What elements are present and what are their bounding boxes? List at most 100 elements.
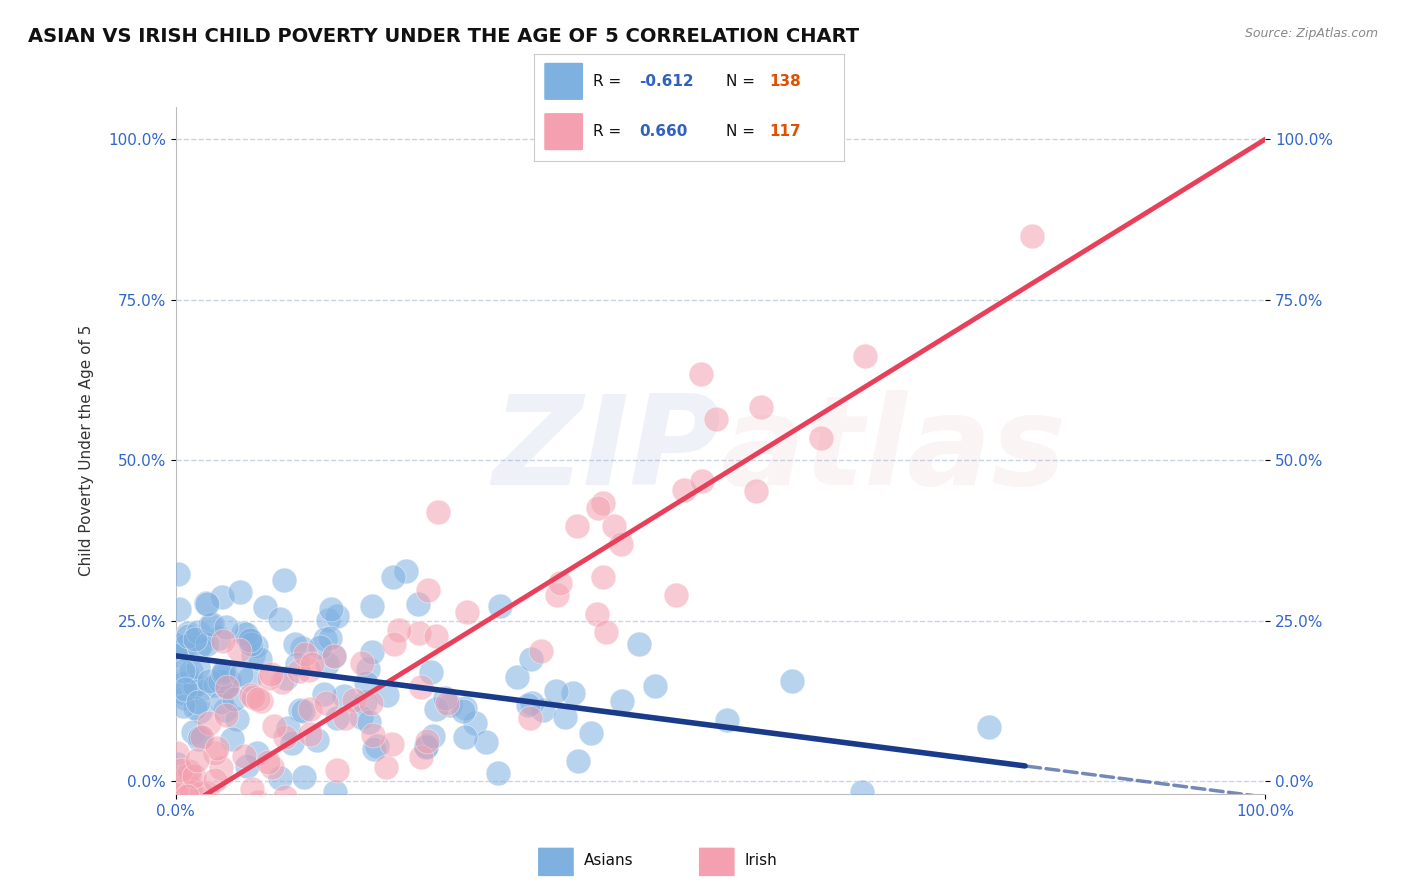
Point — [359, 714, 381, 729]
Point — [690, 474, 713, 488]
Point — [416, 582, 439, 597]
Point — [218, 674, 240, 689]
Point — [550, 575, 572, 590]
Point — [273, 573, 295, 587]
Point — [180, 785, 202, 799]
Point — [240, 782, 263, 797]
Point — [561, 686, 583, 700]
Point — [388, 623, 411, 637]
Point — [229, 667, 252, 681]
Point — [381, 737, 404, 751]
Point — [565, 518, 588, 533]
Point — [704, 411, 727, 425]
Point — [333, 711, 356, 725]
Point — [211, 633, 233, 648]
Point — [408, 626, 430, 640]
FancyBboxPatch shape — [544, 62, 583, 101]
Point — [200, 801, 222, 815]
Point — [257, 806, 280, 821]
Point — [567, 754, 589, 768]
Point — [354, 695, 377, 709]
Point — [183, 679, 205, 693]
Point — [228, 642, 250, 657]
Point — [177, 780, 200, 794]
Point — [187, 806, 209, 821]
Point — [167, 567, 190, 582]
Text: N =: N = — [725, 124, 755, 139]
Point — [257, 806, 280, 821]
Point — [277, 721, 299, 735]
Point — [165, 774, 187, 789]
Point — [187, 660, 209, 674]
Point — [207, 741, 229, 756]
Point — [415, 740, 437, 755]
Point — [433, 691, 456, 706]
Point — [198, 796, 221, 810]
Point — [315, 696, 337, 710]
Point — [309, 640, 332, 654]
Point — [209, 695, 232, 709]
Point — [350, 656, 373, 670]
Point — [297, 663, 319, 677]
Point — [201, 616, 224, 631]
Point — [585, 607, 607, 622]
Point — [186, 753, 208, 767]
Point — [294, 647, 316, 661]
Point — [269, 612, 291, 626]
Point — [602, 519, 624, 533]
Point — [172, 686, 194, 700]
Point — [169, 602, 191, 616]
Point — [360, 696, 382, 710]
Point — [271, 806, 294, 821]
Point — [363, 741, 385, 756]
Point — [292, 705, 315, 719]
Point — [177, 806, 200, 821]
Point — [745, 484, 768, 499]
Point — [212, 666, 235, 681]
Point — [166, 639, 188, 653]
Point — [291, 640, 314, 655]
Point — [280, 737, 302, 751]
Point — [554, 710, 576, 724]
Point — [474, 735, 496, 749]
Point — [409, 680, 432, 694]
Text: Irish: Irish — [745, 854, 778, 868]
Point — [215, 620, 238, 634]
Point — [690, 367, 713, 381]
Point — [326, 711, 349, 725]
Point — [360, 599, 382, 614]
Point — [271, 675, 294, 690]
Point — [177, 629, 200, 643]
Point — [214, 703, 236, 717]
Point — [270, 799, 292, 814]
Point — [169, 806, 191, 821]
Point — [211, 799, 233, 814]
Point — [165, 782, 187, 797]
Point — [176, 806, 198, 821]
Point — [176, 789, 198, 803]
Point — [188, 730, 211, 744]
Point — [198, 673, 221, 688]
Point — [464, 716, 486, 731]
Point — [298, 702, 321, 716]
Point — [174, 690, 197, 705]
Text: 0.660: 0.660 — [640, 124, 688, 139]
Point — [315, 806, 337, 821]
Point — [174, 639, 197, 653]
Point — [665, 588, 688, 602]
Point — [172, 665, 194, 679]
Point — [181, 679, 204, 693]
Point — [195, 786, 218, 800]
Point — [274, 790, 297, 805]
Point — [581, 726, 603, 740]
Point — [166, 757, 188, 772]
Point — [217, 679, 239, 693]
Point — [239, 688, 262, 702]
Point — [427, 505, 450, 519]
Point — [517, 698, 540, 713]
Point — [609, 537, 631, 551]
FancyBboxPatch shape — [537, 847, 575, 877]
Point — [425, 629, 447, 643]
Point — [326, 763, 349, 777]
Point — [222, 691, 245, 706]
